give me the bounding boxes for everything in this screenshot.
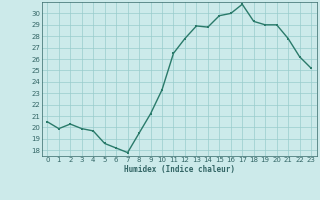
X-axis label: Humidex (Indice chaleur): Humidex (Indice chaleur) (124, 165, 235, 174)
